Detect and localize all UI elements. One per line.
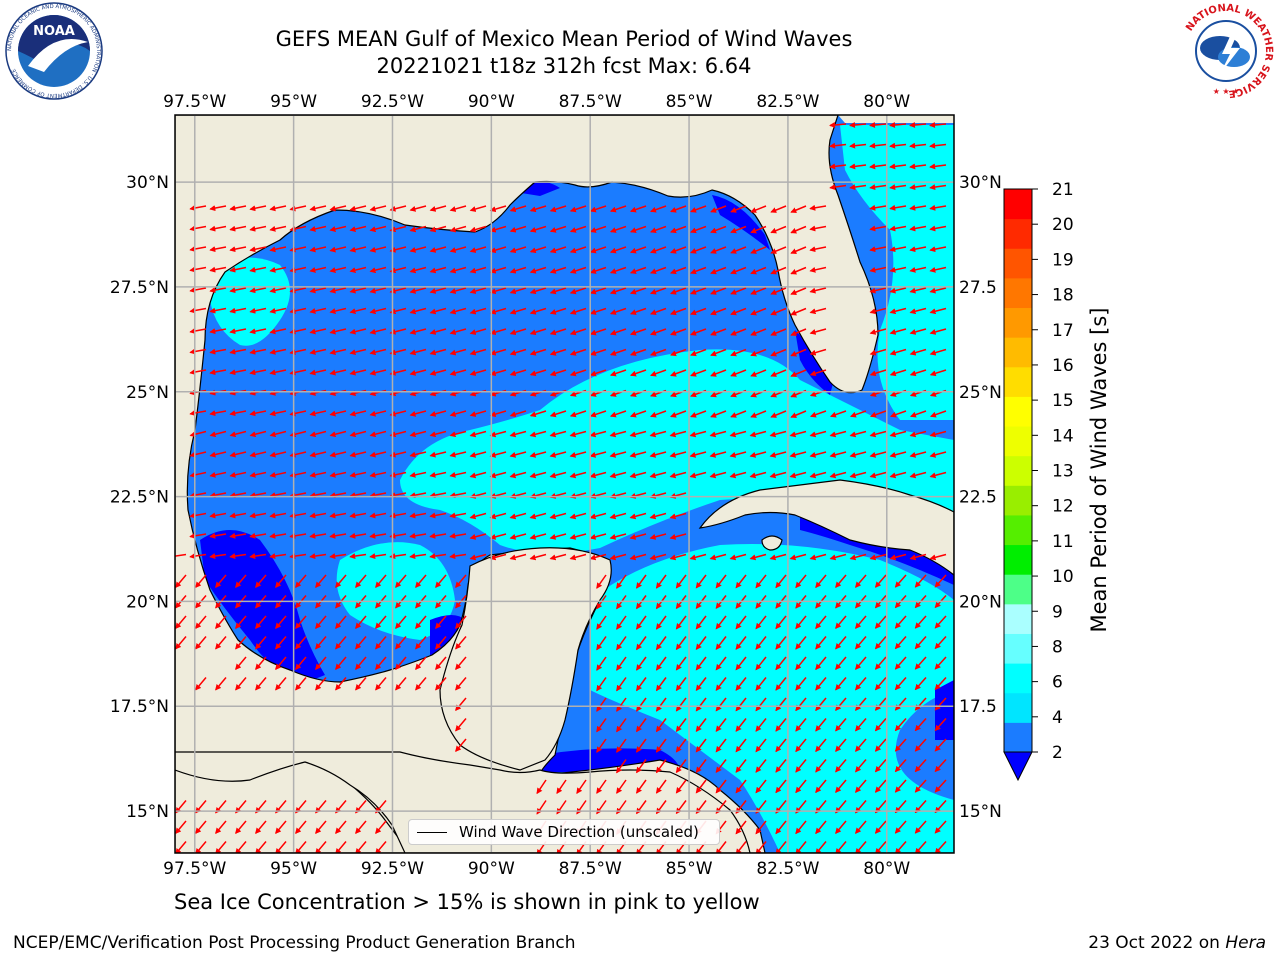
lon-tick-top: 95°W xyxy=(270,92,317,112)
colorbar-tick-label: 9 xyxy=(1052,602,1063,622)
footer-date: 23 Oct 2022 on Hera xyxy=(1088,933,1266,953)
colorbar-tick-label: 13 xyxy=(1052,462,1074,482)
colorbar-tick-label: 19 xyxy=(1052,250,1074,270)
colorbar-segment xyxy=(1004,337,1032,367)
colorbar-segment xyxy=(1004,574,1032,604)
lon-tick-top: 92.5°W xyxy=(361,92,424,112)
lat-tick-left: 30°N xyxy=(126,173,169,193)
colorbar-segment xyxy=(1004,604,1032,634)
footer-date-text: 23 Oct 2022 on xyxy=(1088,933,1220,953)
lon-tick-top: 85°W xyxy=(666,92,713,112)
colorbar-segment xyxy=(1004,396,1032,426)
colorbar-tick-label: 4 xyxy=(1052,708,1063,728)
legend-label: Wind Wave Direction (unscaled) xyxy=(459,823,699,841)
lat-tick-left: 25°N xyxy=(126,383,169,403)
lat-tick-left: 17.5°N xyxy=(110,697,169,717)
colorbar-segment xyxy=(1004,248,1032,278)
lat-tick-right: 27.5 xyxy=(959,278,997,298)
lat-tick-right: 20°N xyxy=(959,592,1002,612)
colorbar-tick-label: 2 xyxy=(1052,743,1063,763)
lat-tick-right: 30°N xyxy=(959,173,1002,193)
lat-tick-right: 17.5 xyxy=(959,697,997,717)
map-figure: 97.5°W 97.5°W 95°W 95°W 92.5°W 92.5°W 90°W 90°W… xyxy=(0,0,1280,960)
map-legend: Wind Wave Direction (unscaled) xyxy=(408,819,720,845)
lon-tick-bottom: 80°W xyxy=(863,859,910,879)
lon-tick-bottom: 90°W xyxy=(468,859,515,879)
period-region-blue-caribbean-east xyxy=(935,680,954,740)
lon-tick-top: 90°W xyxy=(468,92,515,112)
lat-tick-right: 15°N xyxy=(959,802,1002,822)
lat-tick-right: 22.5 xyxy=(959,488,997,508)
colorbar-segment xyxy=(1004,633,1032,663)
colorbar-segment xyxy=(1004,485,1032,515)
colorbar-tick-label: 11 xyxy=(1052,532,1074,552)
colorbar-segment xyxy=(1004,219,1032,249)
lon-tick-bottom: 82.5°W xyxy=(756,859,819,879)
map-panel xyxy=(175,115,954,853)
legend-line-icon xyxy=(417,832,447,833)
colorbar-segment xyxy=(1004,278,1032,308)
colorbar-tick-label: 10 xyxy=(1052,567,1074,587)
colorbar-extend-triangle xyxy=(1004,752,1032,780)
footer-host: Hera xyxy=(1225,933,1266,953)
lon-tick-bottom: 92.5°W xyxy=(361,859,424,879)
lon-tick-bottom: 97.5°W xyxy=(163,859,226,879)
lon-tick-top: 80°W xyxy=(863,92,910,112)
colorbar-tick-label: 12 xyxy=(1052,497,1074,517)
colorbar-tick-label: 20 xyxy=(1052,215,1074,235)
colorbar-label: Mean Period of Wind Waves [s] xyxy=(1087,308,1111,633)
colorbar-segment xyxy=(1004,456,1032,486)
colorbar-segment xyxy=(1004,722,1032,752)
lon-tick-bottom: 95°W xyxy=(270,859,317,879)
colorbar-segment xyxy=(1004,545,1032,575)
colorbar-tick-label: 8 xyxy=(1052,637,1063,657)
lon-tick-top: 82.5°W xyxy=(756,92,819,112)
lon-tick-top: 87.5°W xyxy=(559,92,622,112)
colorbar-segment xyxy=(1004,308,1032,338)
colorbar-segment xyxy=(1004,189,1032,219)
colorbar-tick-label: 18 xyxy=(1052,286,1074,306)
sea-ice-note: Sea Ice Concentration > 15% is shown in … xyxy=(174,890,1134,914)
lon-tick-bottom: 87.5°W xyxy=(559,859,622,879)
colorbar-tick-label: 14 xyxy=(1052,426,1074,446)
colorbar-tick-label: 21 xyxy=(1052,180,1074,200)
lat-tick-left: 22.5°N xyxy=(110,488,169,508)
lat-tick-left: 27.5°N xyxy=(110,278,169,298)
lat-tick-left: 20°N xyxy=(126,592,169,612)
colorbar-segment xyxy=(1004,367,1032,397)
lat-tick-right: 25°N xyxy=(959,383,1002,403)
lon-tick-bottom: 85°W xyxy=(666,859,713,879)
footer-credit: NCEP/EMC/Verification Post Processing Pr… xyxy=(13,933,576,953)
colorbar-segment xyxy=(1004,515,1032,545)
colorbar-segment xyxy=(1004,663,1032,693)
colorbar-tick-label: 17 xyxy=(1052,321,1074,341)
colorbar-segment xyxy=(1004,426,1032,456)
lon-tick-top: 97.5°W xyxy=(163,92,226,112)
colorbar-segment xyxy=(1004,693,1032,723)
colorbar-tick-label: 6 xyxy=(1052,673,1063,693)
colorbar-tick-label: 16 xyxy=(1052,356,1074,376)
lat-tick-left: 15°N xyxy=(126,802,169,822)
land-florida-peninsula-fill xyxy=(838,115,954,123)
colorbar: 21 20 19 18 17 16 15 14 13 12 11 10 9 8 6 4 2 xyxy=(1004,180,1074,780)
colorbar-tick-label: 15 xyxy=(1052,391,1074,411)
